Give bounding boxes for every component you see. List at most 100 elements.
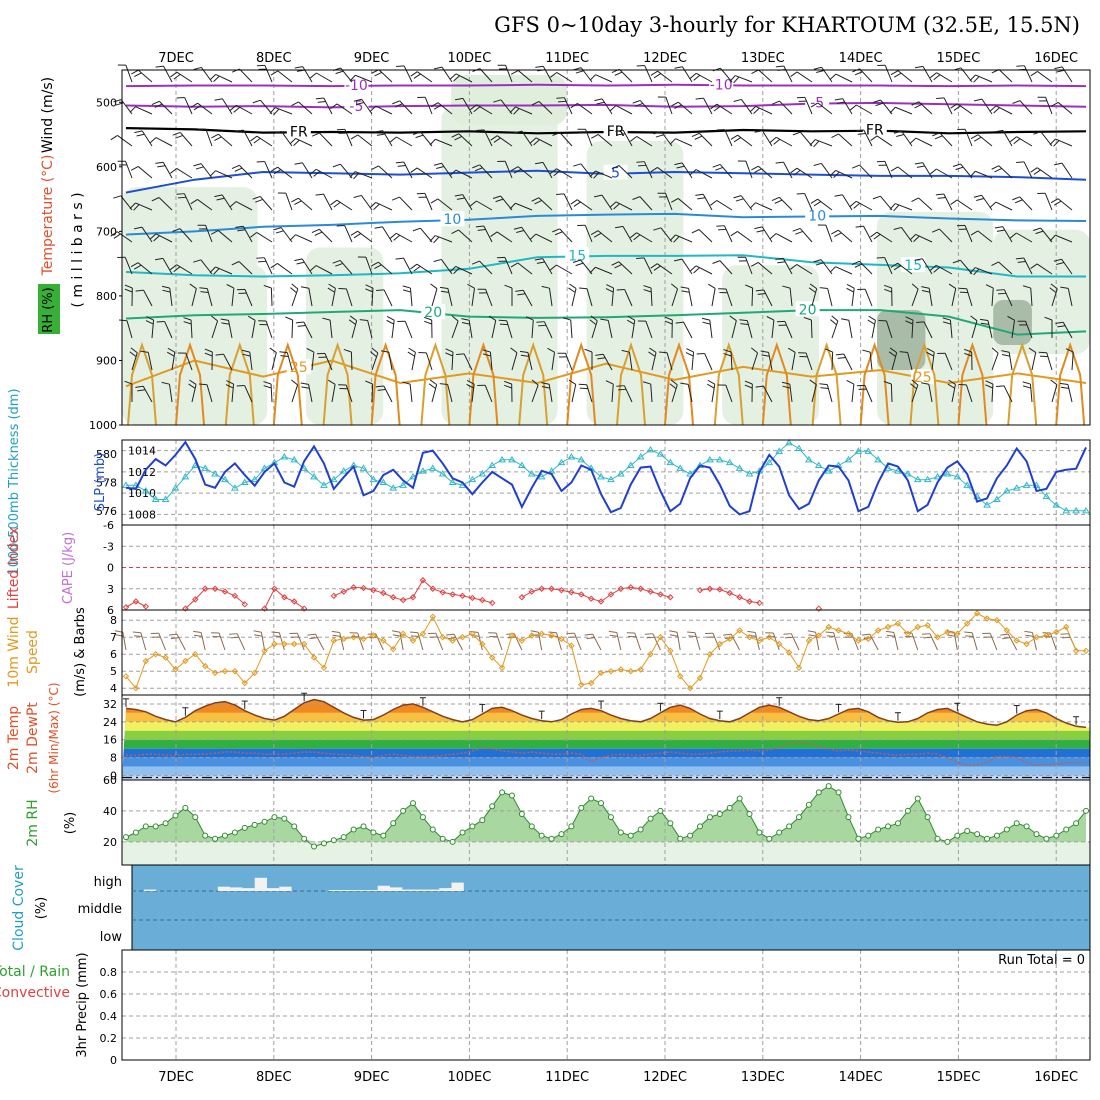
barb-staff — [217, 230, 233, 243]
barb-flag — [573, 67, 582, 71]
barb-staff — [301, 258, 313, 275]
barb-flag — [810, 198, 818, 204]
rh-background-band — [122, 841, 1090, 865]
isotherm-label: FR — [607, 124, 625, 140]
barb-flag — [890, 262, 898, 268]
barb-flag — [1053, 200, 1062, 206]
barb-flag — [469, 200, 477, 207]
wind-barb — [674, 162, 693, 179]
wind-barb — [117, 256, 133, 275]
high-cloud-bar — [414, 889, 427, 891]
barb-flag — [552, 132, 561, 136]
wind-barb — [490, 231, 513, 243]
wind-barb — [707, 283, 716, 307]
barb-flag — [781, 381, 790, 385]
warm-contour — [272, 341, 303, 426]
isotherm-label: 20 — [799, 302, 817, 318]
wind-barb — [349, 171, 373, 180]
thickness-point — [1012, 484, 1021, 491]
barb-staff — [1036, 167, 1053, 179]
barb-flag — [1016, 161, 1025, 164]
barb-staff — [643, 257, 653, 275]
barb-staff — [285, 192, 293, 211]
rh-point — [894, 820, 901, 827]
wind-barb — [883, 380, 893, 403]
barb-flag — [1009, 232, 1017, 239]
barb-staff — [504, 161, 513, 179]
barb-staff — [367, 320, 373, 339]
wind-barb — [1049, 234, 1073, 243]
barb-staff — [296, 633, 305, 651]
barb-flag — [415, 134, 424, 139]
barb-flag — [255, 198, 263, 203]
barb-flag — [855, 225, 864, 228]
barb-flag — [1050, 198, 1059, 204]
barb-staff — [243, 129, 253, 147]
warm-contour — [761, 341, 792, 426]
rh-point — [380, 832, 387, 839]
barb-flag — [129, 106, 136, 113]
wind-barb — [549, 264, 573, 275]
wind-speed-point — [241, 679, 248, 687]
barb-flag — [1032, 227, 1041, 231]
high-cloud-bar — [402, 889, 415, 891]
barb-flag — [430, 102, 439, 108]
barb-staff — [838, 229, 853, 243]
wind-barb — [1060, 286, 1073, 307]
barb-staff — [135, 106, 153, 115]
wind-barb — [911, 283, 919, 307]
barb-staff — [357, 632, 364, 651]
wind-barb — [835, 353, 853, 371]
barb-flag — [889, 106, 896, 114]
y-tick-label: -6 — [103, 519, 114, 532]
wind-barb — [819, 383, 833, 403]
barb-staff — [711, 384, 716, 403]
barb-flag — [920, 382, 929, 385]
barb-flag — [733, 195, 742, 199]
barb-flag — [849, 200, 857, 207]
wind-barb — [371, 165, 393, 179]
wind-barb — [813, 66, 833, 83]
lifted-index-point — [291, 598, 298, 605]
barb-flag — [183, 317, 192, 321]
y-tick-label: 60 — [103, 774, 117, 787]
barb-flag — [504, 284, 513, 289]
wind-speed-point — [617, 666, 625, 673]
y-tick-label: 0.8 — [100, 966, 118, 979]
barb-flag — [883, 380, 892, 385]
wind-barb — [969, 267, 993, 276]
barb-flag — [730, 134, 738, 140]
barb-staff — [595, 266, 613, 275]
barb-flag — [294, 66, 303, 69]
barb-flag — [467, 283, 475, 289]
rh-point — [706, 814, 713, 821]
barb-flag — [130, 165, 139, 171]
barb-staff — [1030, 288, 1033, 307]
surface-wind-barb — [687, 631, 701, 651]
wind-barb — [914, 258, 933, 275]
thickness-point — [438, 470, 447, 477]
barb-staff — [218, 632, 226, 651]
barb-staff — [811, 288, 818, 307]
wind-barb — [985, 380, 994, 403]
barb-staff — [311, 352, 315, 371]
warm-contour — [468, 341, 499, 426]
wind-barb — [395, 257, 413, 275]
barb-flag — [831, 315, 839, 322]
barb-flag — [482, 349, 491, 353]
barb-staff — [197, 199, 213, 211]
barb-staff — [1045, 97, 1053, 115]
surface-wind-barb — [982, 632, 998, 651]
warm-contour — [175, 341, 205, 426]
barb-flag — [664, 320, 673, 325]
lifted-index-point — [419, 577, 427, 584]
barb-flag — [556, 193, 565, 196]
rh-shade-area — [305, 247, 384, 425]
dewpoint-line — [126, 741, 1087, 767]
barb-flag — [130, 347, 138, 354]
barb-staff — [357, 230, 373, 243]
temp-band — [122, 748, 1090, 758]
barb-flag — [270, 166, 278, 172]
rh-fill-area — [126, 786, 1086, 842]
